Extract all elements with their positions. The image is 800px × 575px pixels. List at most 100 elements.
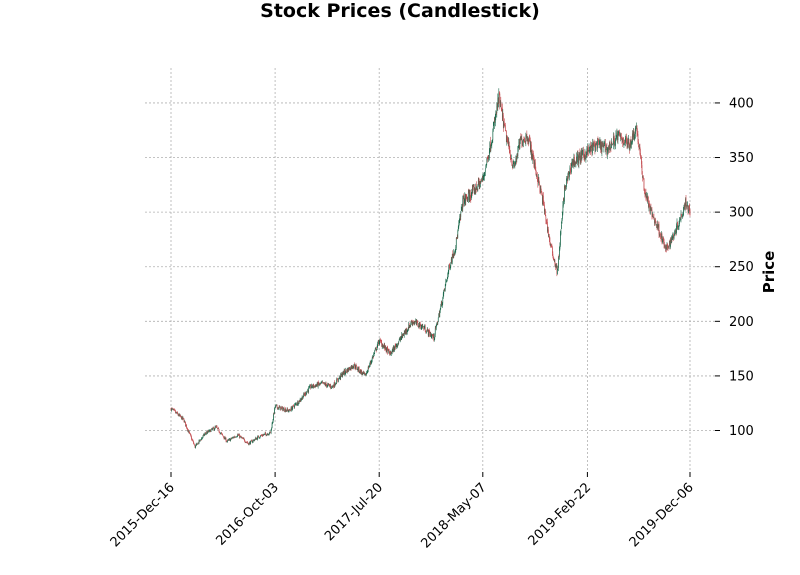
candle: [499, 100, 501, 108]
candle: [195, 443, 197, 447]
candle: [318, 380, 319, 386]
candle: [511, 160, 513, 170]
candle: [384, 343, 386, 351]
candle: [313, 385, 315, 388]
candle: [327, 382, 329, 387]
candle: [598, 138, 599, 145]
candle: [286, 407, 288, 412]
candle: [312, 383, 314, 389]
candle: [631, 141, 632, 149]
candle: [548, 234, 550, 238]
candle: [496, 102, 498, 118]
candle: [521, 133, 523, 148]
candle: [437, 321, 439, 326]
candle: [256, 437, 257, 440]
candle: [520, 133, 522, 141]
candle: [506, 135, 508, 146]
candle: [418, 322, 420, 330]
candle: [216, 425, 218, 429]
candle: [428, 328, 430, 334]
candle: [438, 310, 440, 318]
candle: [621, 137, 623, 144]
candle: [561, 217, 563, 224]
candle: [199, 440, 200, 442]
candle: [565, 185, 567, 190]
candle: [241, 436, 243, 440]
candle: [473, 184, 475, 191]
candle: [403, 330, 405, 338]
candle: [270, 429, 272, 435]
candle: [614, 135, 615, 147]
candle: [310, 385, 312, 389]
candle: [175, 409, 176, 414]
candle: [656, 224, 657, 229]
candle: [221, 433, 223, 435]
candle: [536, 173, 538, 177]
candle: [416, 320, 418, 323]
candle: [650, 205, 651, 215]
candle: [318, 383, 320, 386]
candle: [170, 407, 172, 411]
candle: [456, 234, 458, 240]
candle: [634, 131, 636, 140]
candle: [229, 438, 230, 441]
candle: [273, 412, 274, 421]
candle: [599, 137, 601, 145]
candle: [683, 206, 684, 217]
candle: [286, 410, 287, 412]
candle: [201, 436, 202, 441]
candle: [688, 205, 690, 212]
candle: [279, 405, 281, 408]
candle: [401, 331, 403, 341]
candle: [376, 348, 378, 351]
candle: [339, 375, 341, 380]
candle: [314, 385, 315, 388]
candle: [313, 383, 314, 389]
candle: [391, 351, 393, 356]
candle: [315, 383, 317, 387]
candle: [288, 409, 290, 413]
candle: [677, 221, 678, 230]
candle: [301, 397, 302, 401]
candle: [281, 406, 283, 409]
candle: [550, 243, 552, 247]
candle: [466, 196, 468, 202]
candle: [469, 189, 471, 203]
candle: [396, 344, 398, 348]
candle: [568, 171, 570, 179]
candle: [388, 348, 390, 354]
candle: [321, 380, 323, 383]
candle: [174, 410, 176, 412]
candle: [542, 194, 544, 206]
candle: [272, 421, 273, 425]
candle: [189, 431, 190, 434]
candle: [294, 403, 295, 409]
candle: [447, 272, 449, 279]
candle: [364, 372, 366, 375]
candle: [187, 430, 189, 433]
candle: [395, 343, 397, 350]
candle: [362, 371, 364, 375]
candle: [562, 211, 563, 221]
candle: [518, 139, 520, 149]
candle: [453, 252, 455, 256]
candle: [596, 141, 598, 152]
candle: [675, 229, 677, 237]
candle: [191, 438, 193, 440]
candle: [570, 168, 572, 176]
candle: [563, 197, 564, 208]
candle: [419, 321, 421, 328]
candle: [398, 338, 400, 342]
candle: [218, 428, 220, 433]
candle: [473, 184, 475, 195]
candle: [373, 352, 375, 358]
candle: [535, 159, 536, 171]
candle: [310, 384, 311, 390]
candle: [341, 371, 343, 378]
candle: [374, 348, 376, 351]
candle: [659, 232, 661, 237]
candle: [239, 435, 241, 439]
candle: [501, 107, 503, 112]
candle: [528, 137, 530, 145]
candle: [365, 373, 367, 376]
